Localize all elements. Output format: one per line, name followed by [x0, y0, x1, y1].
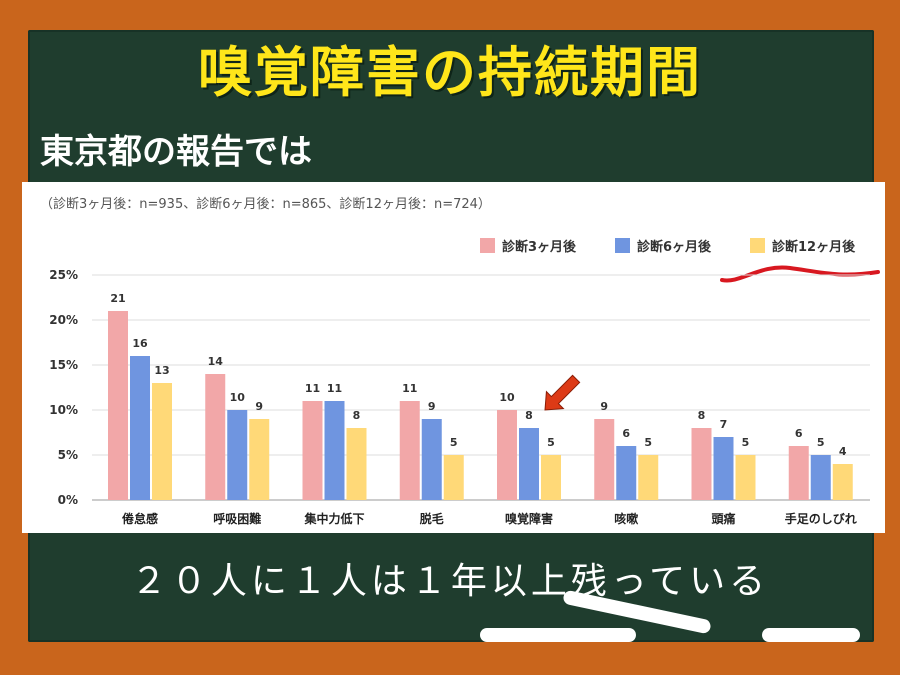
data-label: 8: [525, 409, 533, 422]
x-tick-label: 手足のしびれ: [785, 511, 857, 526]
legend-item-3m: 診断3ヶ月後: [480, 236, 576, 255]
bar: [519, 428, 539, 500]
bar: [594, 419, 615, 500]
bar: [638, 455, 659, 500]
data-label: 5: [742, 436, 750, 449]
data-label: 6: [795, 427, 803, 440]
bar: [497, 410, 517, 500]
x-tick-label: 倦怠感: [122, 511, 158, 526]
legend-swatch-6m: [615, 238, 630, 253]
x-tick-label: 咳嗽: [614, 511, 638, 526]
legend-label-3m: 診断3ヶ月後: [502, 240, 577, 255]
data-label: 5: [644, 436, 652, 449]
bar: [691, 428, 712, 500]
bar: [152, 383, 172, 500]
bar: [832, 464, 853, 500]
data-label: 5: [450, 436, 458, 449]
bar: [713, 437, 734, 500]
sample-size-note: （診断3ヶ月後：n=935、診断6ヶ月後：n=865、診断12ヶ月後：n=724…: [40, 197, 491, 212]
data-label: 11: [305, 382, 320, 395]
data-label: 5: [817, 436, 825, 449]
y-tick-label: 20%: [49, 313, 78, 327]
bar: [788, 446, 809, 500]
x-tick-label: 頭痛: [711, 511, 735, 526]
y-tick-label: 10%: [49, 403, 78, 417]
data-label: 13: [154, 364, 169, 377]
data-label: 8: [353, 409, 361, 422]
x-tick-label: 嗅覚障害: [505, 511, 553, 526]
bar: [324, 401, 345, 500]
bar: [443, 455, 464, 500]
bar: [399, 401, 420, 500]
data-label: 10: [230, 391, 246, 404]
page-title: 嗅覚障害の持続期間: [198, 41, 702, 104]
bar: [735, 455, 756, 500]
data-label: 9: [255, 400, 263, 413]
bar: [227, 410, 248, 500]
data-label: 16: [132, 337, 148, 350]
data-label: 5: [547, 436, 555, 449]
red-underline-annotation: [720, 265, 880, 283]
x-tick-label: 集中力低下: [303, 511, 364, 526]
legend-swatch-3m: [480, 238, 495, 253]
legend-label-6m: 診断6ヶ月後: [637, 240, 712, 255]
legend-label-12m: 診断12ヶ月後: [772, 240, 856, 255]
y-tick-label: 0%: [58, 493, 78, 507]
bar-chart: 0% 5% 10% 15% 20% 25% 21 16 13 倦怠感 14 10 9 呼吸困難 11 11 8 集…: [49, 268, 870, 526]
y-tick-label: 25%: [49, 268, 78, 282]
y-tick-label: 5%: [58, 448, 78, 462]
bar: [249, 419, 270, 500]
chalk-stroke: [762, 628, 860, 642]
bar: [810, 455, 831, 500]
data-label: 7: [720, 418, 728, 431]
y-tick-label: 15%: [49, 358, 78, 372]
data-label: 6: [622, 427, 630, 440]
data-label: 11: [327, 382, 342, 395]
legend-item-6m: 診断6ヶ月後: [615, 236, 711, 255]
bar: [205, 374, 226, 500]
highlight-arrow: [544, 374, 581, 411]
data-label: 11: [402, 382, 417, 395]
bar: [616, 446, 637, 500]
data-label: 4: [839, 445, 847, 458]
bar: [130, 356, 150, 500]
data-label: 10: [499, 391, 515, 404]
chalk-stroke: [480, 628, 636, 642]
bar: [108, 311, 128, 500]
legend-swatch-12m: [750, 238, 765, 253]
conclusion-text: ２０人に１人は１年以上残っている: [130, 561, 770, 602]
legend-item-12m: 診断12ヶ月後: [750, 236, 855, 255]
bar: [421, 419, 442, 500]
bar: [346, 428, 367, 500]
bar: [541, 455, 561, 500]
data-label: 9: [428, 400, 436, 413]
x-tick-label: 脱毛: [420, 511, 444, 526]
bar: [302, 401, 323, 500]
arrow-shape: [544, 374, 581, 411]
data-label: 8: [698, 409, 706, 422]
data-label: 9: [600, 400, 608, 413]
x-tick-label: 呼吸困難: [213, 511, 261, 526]
data-label: 14: [208, 355, 224, 368]
page-subtitle: 東京都の報告では: [40, 132, 312, 172]
data-label: 21: [110, 292, 125, 305]
